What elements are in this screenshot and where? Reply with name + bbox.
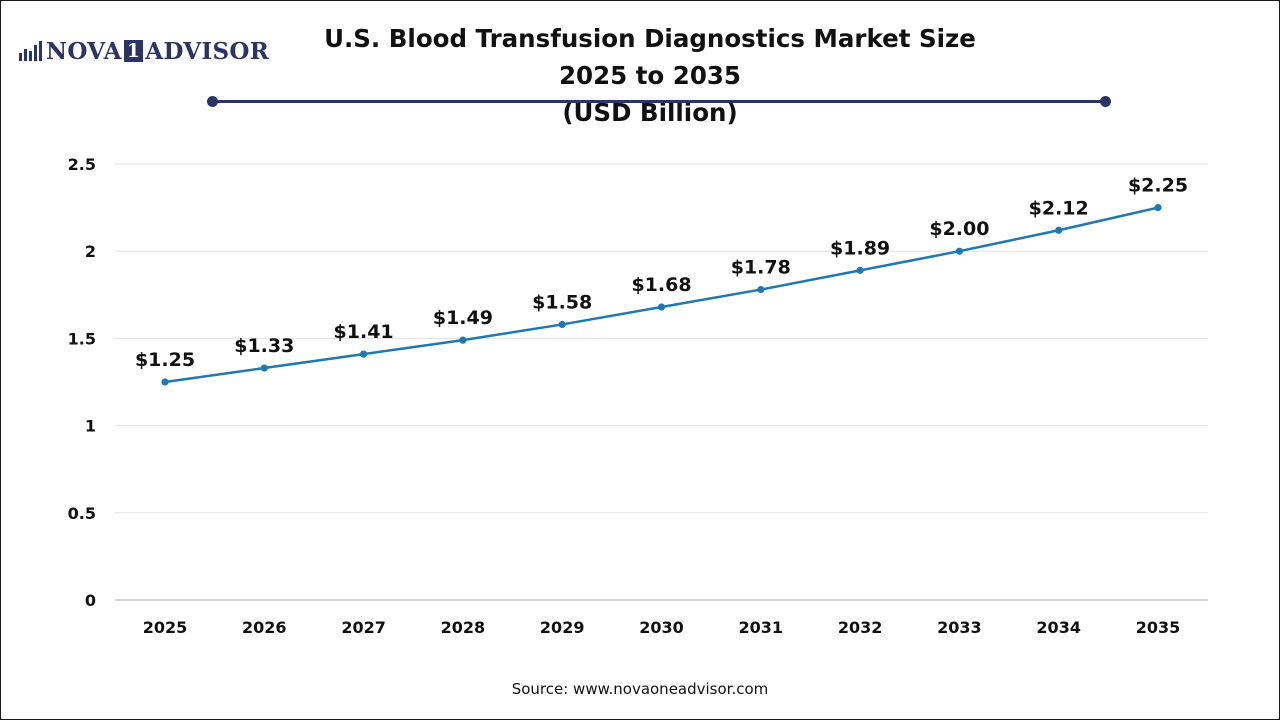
data-label: $2.00 [929, 218, 989, 240]
y-tick-label: 2.5 [68, 155, 96, 174]
x-tick-label: 2031 [739, 618, 784, 637]
title-underline [212, 100, 1107, 103]
logo-text-right: ADVISOR [145, 37, 270, 65]
source-note: Source: www.novaoneadvisor.com [511, 680, 769, 698]
x-tick-label: 2034 [1036, 618, 1081, 637]
data-point [856, 266, 864, 274]
data-point [657, 303, 666, 311]
nova-advisor-logo: NOVA 1 ADVISOR [18, 36, 269, 66]
chart-title-line1: U.S. Blood Transfusion Diagnostics Marke… [324, 24, 976, 90]
data-point [757, 285, 765, 294]
y-tick-label: 0.5 [68, 504, 96, 523]
logo-text-mid: 1 [123, 40, 144, 62]
title-underline-left-dot [207, 96, 218, 107]
x-tick-label: 2027 [341, 618, 386, 637]
bar-chart-logo-icon [19, 41, 42, 61]
chart-title: U.S. Blood Transfusion Diagnostics Marke… [300, 20, 1000, 131]
data-label: $1.41 [334, 321, 394, 343]
data-label: $2.25 [1128, 175, 1188, 197]
data-label: $1.33 [234, 335, 294, 357]
series-layer [161, 204, 1162, 386]
data-label: $1.58 [532, 291, 592, 313]
title-underline-right-dot [1100, 96, 1111, 107]
data-point [1154, 204, 1162, 212]
x-tick-label: 2030 [639, 618, 684, 637]
data-label: $1.68 [631, 274, 691, 296]
x-tick-label: 2026 [242, 618, 287, 637]
data-point [1055, 226, 1063, 234]
data-point [161, 378, 169, 386]
y-tick-label: 1 [85, 417, 96, 436]
logo-text-left: NOVA [46, 37, 122, 65]
y-tick-label: 0 [85, 591, 96, 610]
axes: 0 0.5 1 1.5 2 2.5 2025 2026 2027 2028 2029 2030 2031… [68, 155, 1208, 637]
data-labels: $1.25 $1.33 $1.41 $1.49 $1.58 $1.68 $1.78 $1.89… [135, 175, 1188, 371]
data-point [360, 350, 368, 358]
data-point [260, 364, 268, 372]
data-label: $1.49 [433, 307, 493, 329]
data-point [955, 247, 964, 255]
x-tick-label: 2029 [540, 618, 585, 637]
x-tick-label: 2032 [838, 618, 883, 637]
y-tick-label: 2 [85, 242, 96, 261]
data-label: $1.78 [731, 257, 791, 279]
x-tick-label: 2033 [937, 618, 982, 637]
data-label: $2.12 [1029, 197, 1089, 219]
x-tick-label: 2025 [143, 618, 188, 637]
x-tick-label: 2028 [441, 618, 486, 637]
y-tick-label: 1.5 [68, 329, 96, 348]
data-label: $1.25 [135, 349, 195, 371]
data-label: $1.89 [830, 237, 890, 259]
data-point [558, 320, 566, 329]
x-tick-label: 2035 [1136, 618, 1181, 637]
data-point [459, 336, 467, 344]
gridlines [115, 163, 1208, 514]
